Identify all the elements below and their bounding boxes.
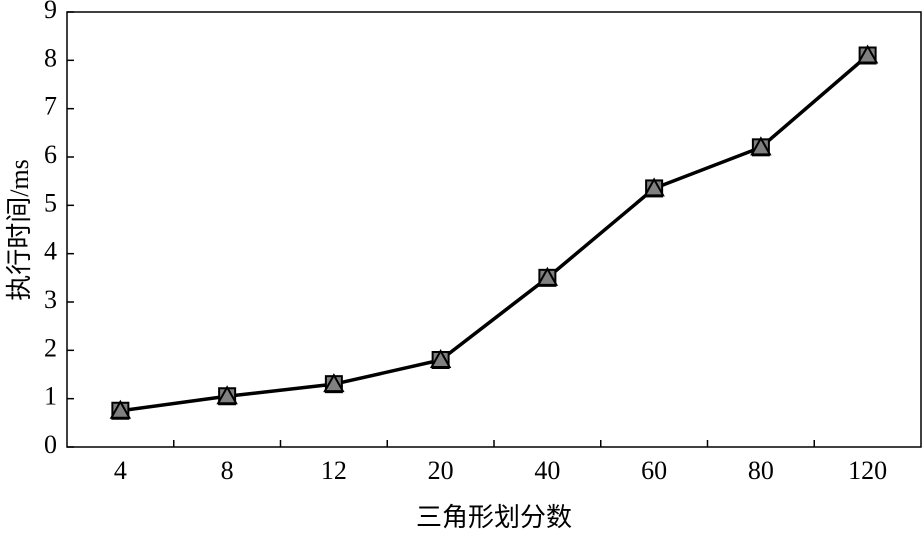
plot-frame <box>66 11 922 448</box>
x-tick-label: 20 <box>428 456 454 485</box>
triangle-marker <box>429 348 452 368</box>
x-tick-label: 120 <box>848 456 887 485</box>
x-tick-label: 60 <box>641 456 667 485</box>
y-tick-label: 0 <box>44 430 57 459</box>
data-line <box>120 54 869 413</box>
triangle-marker <box>323 373 345 393</box>
x-tick-label: 12 <box>321 456 347 485</box>
y-axis-label: 执行时间/ms <box>5 159 34 301</box>
y-tick-label: 5 <box>44 188 57 217</box>
y-tick-label: 6 <box>44 140 57 169</box>
x-axis-label: 三角形划分数 <box>416 503 572 532</box>
y-tick-label: 3 <box>44 285 57 314</box>
triangle-marker <box>643 177 665 197</box>
y-tick-label: 4 <box>44 237 57 266</box>
triangle-marker <box>856 44 879 64</box>
y-tick-label: 2 <box>44 333 57 362</box>
x-tick-label: 4 <box>114 456 127 485</box>
x-tick-label: 40 <box>534 456 560 485</box>
triangle-marker <box>109 399 132 419</box>
y-tick-label: 9 <box>44 0 57 24</box>
y-tick-label: 7 <box>44 92 57 121</box>
x-tick-label: 8 <box>221 456 234 485</box>
triangle-marker <box>536 266 559 286</box>
triangle-marker <box>216 385 238 405</box>
triangle-marker <box>750 136 772 156</box>
x-tick-label: 80 <box>748 456 774 485</box>
y-tick-label: 8 <box>44 43 57 72</box>
y-tick-label: 1 <box>44 382 57 411</box>
